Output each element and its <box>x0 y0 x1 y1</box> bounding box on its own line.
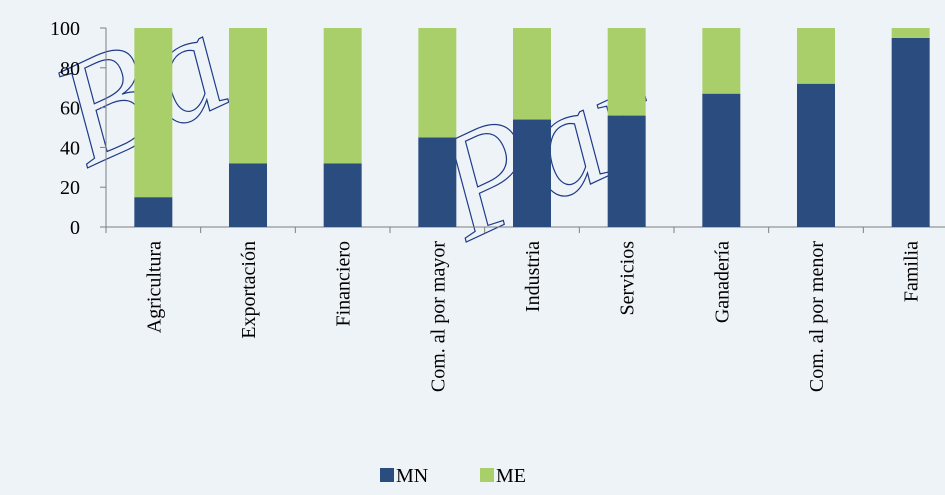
bar-mn-7 <box>702 93 741 227</box>
x-tick-label: Familia <box>901 241 923 302</box>
x-tick-label: Com. al por mayor <box>427 241 449 392</box>
y-tick-label: 60 <box>60 98 80 120</box>
bar-me-5 <box>513 28 551 120</box>
x-tick-label: Com. al por menor <box>806 241 828 392</box>
y-tick-label: 100 <box>50 18 80 40</box>
legend-swatch-me <box>480 468 494 482</box>
bar-mn-5 <box>513 119 551 227</box>
bar-me-3 <box>323 28 362 164</box>
bar-me-8 <box>797 28 835 84</box>
y-tick-label: 40 <box>60 137 80 159</box>
x-tick-label: Agricultura <box>143 241 165 333</box>
bar-mn-2 <box>229 163 267 227</box>
x-tick-label: Servicios <box>617 241 639 316</box>
bar-mn-6 <box>607 115 646 227</box>
x-tick-label: Exportación <box>238 241 260 339</box>
bar-mn-8 <box>797 83 835 227</box>
bar-mn-4 <box>418 137 457 227</box>
y-tick-label: 0 <box>70 217 80 239</box>
legend-label-me: ME <box>496 465 526 487</box>
bar-mn-1 <box>134 197 173 227</box>
y-tick-label: 20 <box>60 177 80 199</box>
bar-me-7 <box>702 28 741 94</box>
x-tick-label: Industria <box>522 241 544 312</box>
bar-me-6 <box>607 28 646 116</box>
bar-me-9 <box>891 28 930 38</box>
y-tick-label: 80 <box>60 58 80 80</box>
bar-mn-9 <box>891 37 930 228</box>
x-tick-label: Financiero <box>333 241 355 327</box>
bar-me-1 <box>134 28 173 198</box>
bar-mn-3 <box>323 163 362 227</box>
bar-me-2 <box>229 28 267 164</box>
bar-me-4 <box>418 28 457 138</box>
x-tick-label: Ganadería <box>711 241 733 323</box>
legend-label-mn: MN <box>396 465 428 487</box>
legend-swatch-mn <box>380 468 394 482</box>
